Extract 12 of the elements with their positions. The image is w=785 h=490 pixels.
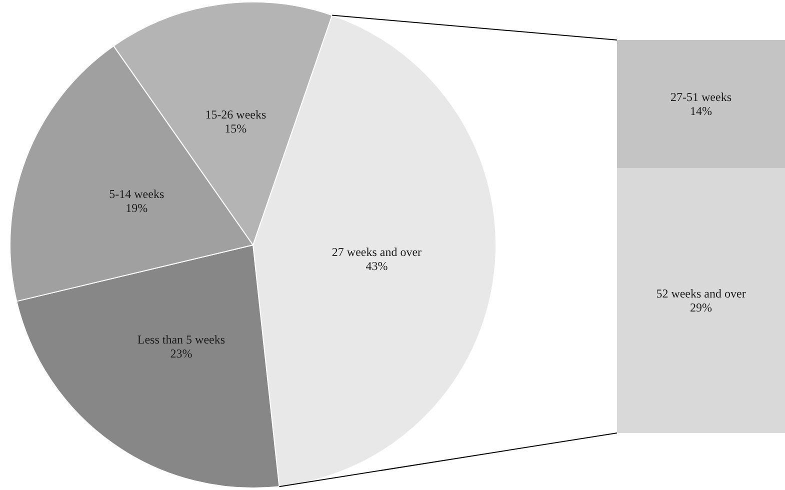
data-label: 43% bbox=[366, 258, 388, 273]
slice-label: 5-14 weeks bbox=[109, 186, 164, 201]
series-label: 27-51 weeks bbox=[670, 90, 732, 104]
series-label: 52 weeks and over bbox=[656, 286, 746, 300]
data-label: 15% bbox=[224, 122, 247, 136]
data-label: 29% bbox=[690, 300, 712, 314]
slice-label: Less than 5 weeks bbox=[137, 332, 226, 347]
slice-label: 27 weeks and over bbox=[332, 244, 422, 259]
data-label: 23% bbox=[170, 346, 192, 361]
slice-label: 15-26 weeks bbox=[205, 108, 266, 122]
data-label: 14% bbox=[690, 104, 712, 118]
data-label: 19% bbox=[126, 200, 148, 215]
